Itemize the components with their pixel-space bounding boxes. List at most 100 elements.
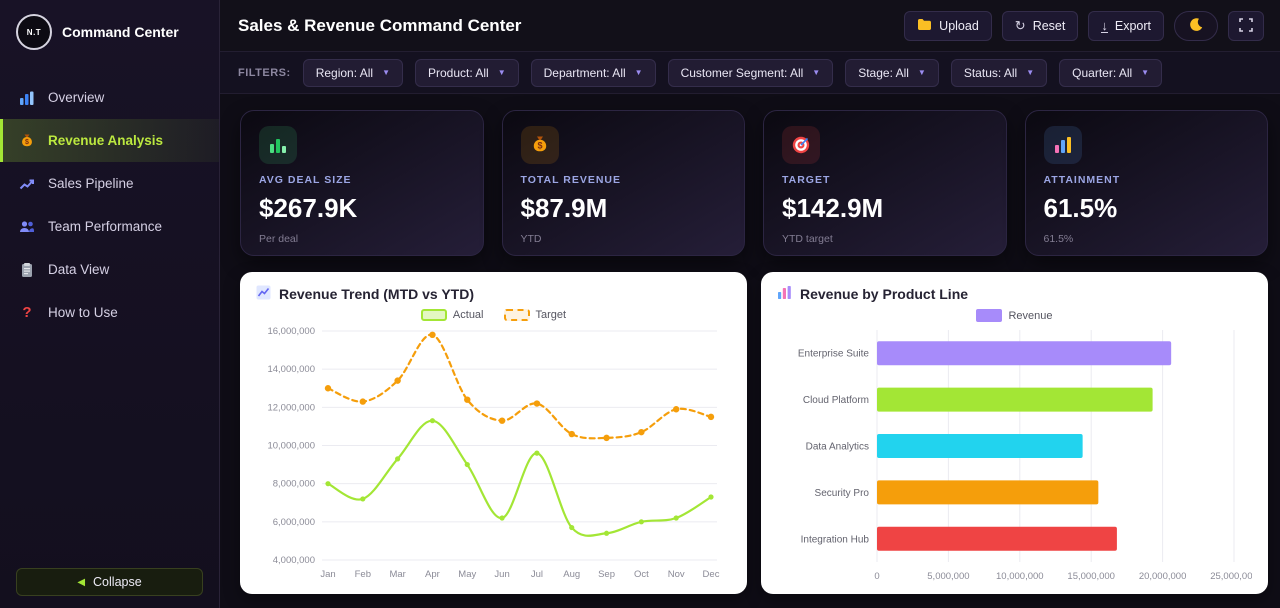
kpi-subtitle: Per deal <box>259 233 299 245</box>
filter-dropdown-department[interactable]: Department: All ▼ <box>530 58 656 87</box>
bar-chart-icon <box>777 285 792 303</box>
chevron-down-icon: ▼ <box>1141 68 1150 77</box>
filter-dropdown-product[interactable]: Product: All ▼ <box>414 58 519 87</box>
kpi-subtitle: YTD <box>520 233 542 245</box>
kpi-value: $87.9M <box>520 193 608 223</box>
revenue-trend-card: Revenue Trend (MTD vs YTD) Actual Target… <box>240 272 747 594</box>
filter-value: Region: All <box>315 65 374 80</box>
filters-label: FILTERS: <box>238 66 291 79</box>
chevron-down-icon: ▼ <box>634 68 643 77</box>
svg-text:15,000,000: 15,000,000 <box>1067 571 1115 582</box>
kpi-label: TOTAL REVENUE <box>520 174 622 186</box>
svg-text:20,000,000: 20,000,000 <box>1139 571 1187 582</box>
filter-value: Customer Segment: All <box>680 65 804 80</box>
sidebar: N.T Command Center Overview $ Revenue An… <box>0 0 220 608</box>
kpi-card-target: TARGET $142.9M YTD target <box>763 110 1007 256</box>
app-logo: N.T <box>16 14 52 50</box>
chart-title-row: Revenue by Product Line <box>777 285 1252 303</box>
app-title: Command Center <box>62 24 179 40</box>
legend-label: Actual <box>452 309 484 321</box>
filter-dropdown-status[interactable]: Status: All ▼ <box>950 58 1048 87</box>
page-title: Sales & Revenue Command Center <box>238 15 522 35</box>
export-label: Export <box>1114 18 1151 33</box>
kpi-label: AVG DEAL SIZE <box>259 174 352 186</box>
legend-label: Target <box>535 309 567 321</box>
svg-text:25,000,000: 25,000,000 <box>1210 571 1252 582</box>
filter-dropdown-region[interactable]: Region: All ▼ <box>302 58 403 87</box>
fullscreen-button[interactable] <box>1228 10 1264 41</box>
svg-text:Nov: Nov <box>668 569 685 580</box>
sidebar-item-revenue-analysis[interactable]: $ Revenue Analysis <box>0 119 219 162</box>
sidebar-item-label: Team Performance <box>48 219 163 234</box>
svg-text:5,000,000: 5,000,000 <box>927 571 969 582</box>
svg-text:Security Pro: Security Pro <box>815 488 870 499</box>
download-icon: ↓ <box>1101 17 1108 33</box>
trend-chart-icon <box>18 176 36 192</box>
revenue-trend-chart[interactable]: 4,000,000 6,000,000 8,000,000 10,000,000 12,… <box>256 323 731 586</box>
sidebar-nav: Overview $ Revenue Analysis Sales Pipeli… <box>0 76 219 334</box>
legend-actual[interactable]: Actual <box>420 309 484 321</box>
reset-button[interactable]: ↻ Reset <box>1001 10 1079 41</box>
sidebar-item-overview[interactable]: Overview <box>0 76 219 119</box>
topbar-actions: Upload ↻ Reset ↓ Export <box>904 10 1264 41</box>
kpi-card-avg-deal-size: AVG DEAL SIZE $267.9K Per deal <box>240 110 484 256</box>
revenue-by-product-chart[interactable]: 0 5,000,000 10,000,000 15,000,000 20,000,000… <box>777 324 1252 586</box>
svg-text:$: $ <box>25 139 29 146</box>
line-chart-icon <box>256 285 271 303</box>
moon-icon <box>1188 17 1204 35</box>
upload-button[interactable]: Upload <box>904 10 992 41</box>
reset-icon: ↻ <box>1014 18 1026 33</box>
svg-text:6,000,000: 6,000,000 <box>273 517 315 528</box>
clipboard-icon <box>18 262 36 278</box>
kpi-row: AVG DEAL SIZE $267.9K Per deal $ TOTAL R… <box>240 110 1268 256</box>
chevron-down-icon: ▼ <box>1026 68 1035 77</box>
kpi-subtitle: YTD target <box>782 233 833 245</box>
kpi-value: $142.9M <box>782 193 884 223</box>
money-bag-icon: $ <box>18 133 36 149</box>
sidebar-spacer <box>0 334 219 568</box>
folder-icon <box>917 18 932 33</box>
kpi-value: 61.5% <box>1043 193 1118 223</box>
filter-dropdown-quarter[interactable]: Quarter: All ▼ <box>1059 58 1163 87</box>
svg-text:Jan: Jan <box>320 569 335 580</box>
export-button[interactable]: ↓ Export <box>1088 10 1164 41</box>
sidebar-item-label: Data View <box>48 262 110 277</box>
sidebar-item-label: Sales Pipeline <box>48 176 134 191</box>
svg-text:Integration Hub: Integration Hub <box>801 534 870 545</box>
top-bar: Sales & Revenue Command Center Upload ↻ … <box>220 0 1280 52</box>
collapse-label: Collapse <box>93 575 142 589</box>
dark-mode-toggle[interactable] <box>1174 10 1218 41</box>
svg-text:May: May <box>458 569 476 580</box>
sidebar-item-label: How to Use <box>48 305 118 320</box>
sidebar-item-team-performance[interactable]: Team Performance <box>0 205 219 248</box>
svg-text:8,000,000: 8,000,000 <box>273 479 315 490</box>
bar-chart-icon <box>18 90 36 106</box>
filter-value: Quarter: All <box>1072 65 1133 80</box>
legend-label: Revenue <box>1008 309 1053 322</box>
sidebar-item-data-view[interactable]: Data View <box>0 248 219 291</box>
svg-text:Jun: Jun <box>494 569 509 580</box>
sidebar-item-sales-pipeline[interactable]: Sales Pipeline <box>0 162 219 205</box>
sidebar-item-how-to-use[interactable]: ? How to Use <box>0 291 219 334</box>
filter-dropdown-stage[interactable]: Stage: All ▼ <box>845 58 939 87</box>
filter-dropdown-customer-segment[interactable]: Customer Segment: All ▼ <box>667 58 834 87</box>
target-swatch-icon <box>503 309 530 321</box>
money-bag-icon: $ <box>520 126 559 164</box>
actual-swatch-icon <box>420 309 447 321</box>
collapse-sidebar-button[interactable]: ◀ Collapse <box>16 568 203 596</box>
sidebar-item-label: Overview <box>48 90 105 105</box>
logo-row: N.T Command Center <box>0 0 219 60</box>
svg-text:Cloud Platform: Cloud Platform <box>803 395 869 406</box>
svg-text:Dec: Dec <box>703 569 720 580</box>
legend-target[interactable]: Target <box>503 309 567 321</box>
kpi-value: $267.9K <box>259 193 358 223</box>
filter-bar: FILTERS: Region: All ▼ Product: All ▼ Depa… <box>220 52 1280 94</box>
fullscreen-icon <box>1239 17 1253 34</box>
kpi-label: ATTAINMENT <box>1043 174 1121 186</box>
kpi-subtitle: 61.5% <box>1043 233 1074 245</box>
legend-revenue[interactable]: Revenue <box>976 309 1053 322</box>
charts-row: Revenue Trend (MTD vs YTD) Actual Target… <box>240 272 1268 594</box>
chevron-down-icon: ▼ <box>812 68 821 77</box>
svg-text:$: $ <box>537 141 542 151</box>
